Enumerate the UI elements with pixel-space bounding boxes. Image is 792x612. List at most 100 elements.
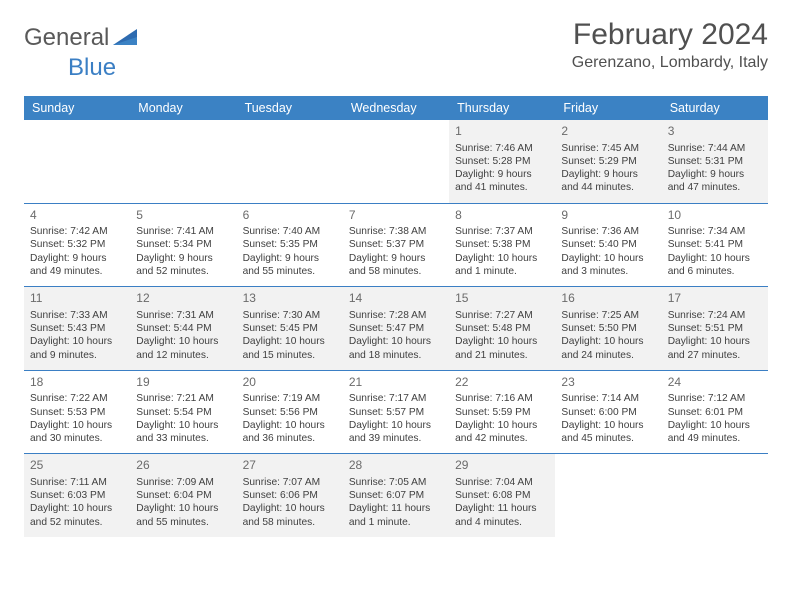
- sunrise-text: Sunrise: 7:16 AM: [455, 392, 549, 405]
- sunrise-text: Sunrise: 7:07 AM: [243, 476, 337, 489]
- calendar-day: 2Sunrise: 7:45 AMSunset: 5:29 PMDaylight…: [555, 120, 661, 203]
- calendar-day: 23Sunrise: 7:14 AMSunset: 6:00 PMDayligh…: [555, 370, 661, 454]
- day-number: 20: [243, 375, 337, 391]
- daylight-text: Daylight: 10 hours and 45 minutes.: [561, 419, 655, 446]
- day-number: 11: [30, 291, 124, 307]
- sunrise-text: Sunrise: 7:34 AM: [668, 225, 762, 238]
- calendar-day: 18Sunrise: 7:22 AMSunset: 5:53 PMDayligh…: [24, 370, 130, 454]
- sunrise-text: Sunrise: 7:14 AM: [561, 392, 655, 405]
- day-number: 10: [668, 208, 762, 224]
- sunset-text: Sunset: 5:32 PM: [30, 238, 124, 251]
- sunrise-text: Sunrise: 7:27 AM: [455, 309, 549, 322]
- calendar-day: 19Sunrise: 7:21 AMSunset: 5:54 PMDayligh…: [130, 370, 236, 454]
- day-number: 22: [455, 375, 549, 391]
- sunset-text: Sunset: 6:04 PM: [136, 489, 230, 502]
- calendar-table: SundayMondayTuesdayWednesdayThursdayFrid…: [24, 96, 768, 537]
- calendar-week: 4Sunrise: 7:42 AMSunset: 5:32 PMDaylight…: [24, 203, 768, 287]
- day-header: Thursday: [449, 96, 555, 120]
- day-header: Monday: [130, 96, 236, 120]
- calendar-day: 22Sunrise: 7:16 AMSunset: 5:59 PMDayligh…: [449, 370, 555, 454]
- sunset-text: Sunset: 5:56 PM: [243, 406, 337, 419]
- sunset-text: Sunset: 5:47 PM: [349, 322, 443, 335]
- calendar-day: 16Sunrise: 7:25 AMSunset: 5:50 PMDayligh…: [555, 287, 661, 371]
- daylight-text: Daylight: 10 hours and 42 minutes.: [455, 419, 549, 446]
- day-number: 12: [136, 291, 230, 307]
- day-number: 8: [455, 208, 549, 224]
- daylight-text: Daylight: 10 hours and 49 minutes.: [668, 419, 762, 446]
- day-number: 9: [561, 208, 655, 224]
- calendar-day: 8Sunrise: 7:37 AMSunset: 5:38 PMDaylight…: [449, 203, 555, 287]
- daylight-text: Daylight: 10 hours and 58 minutes.: [243, 502, 337, 529]
- daylight-text: Daylight: 10 hours and 6 minutes.: [668, 252, 762, 279]
- sunrise-text: Sunrise: 7:37 AM: [455, 225, 549, 238]
- sunrise-text: Sunrise: 7:09 AM: [136, 476, 230, 489]
- sunset-text: Sunset: 5:41 PM: [668, 238, 762, 251]
- daylight-text: Daylight: 9 hours and 55 minutes.: [243, 252, 337, 279]
- calendar-day: 21Sunrise: 7:17 AMSunset: 5:57 PMDayligh…: [343, 370, 449, 454]
- calendar-week: 25Sunrise: 7:11 AMSunset: 6:03 PMDayligh…: [24, 454, 768, 537]
- calendar-day: 11Sunrise: 7:33 AMSunset: 5:43 PMDayligh…: [24, 287, 130, 371]
- sunrise-text: Sunrise: 7:46 AM: [455, 142, 549, 155]
- daylight-text: Daylight: 10 hours and 39 minutes.: [349, 419, 443, 446]
- calendar-day: 12Sunrise: 7:31 AMSunset: 5:44 PMDayligh…: [130, 287, 236, 371]
- sunrise-text: Sunrise: 7:19 AM: [243, 392, 337, 405]
- day-number: 24: [668, 375, 762, 391]
- sunrise-text: Sunrise: 7:44 AM: [668, 142, 762, 155]
- daylight-text: Daylight: 11 hours and 4 minutes.: [455, 502, 549, 529]
- sunset-text: Sunset: 5:35 PM: [243, 238, 337, 251]
- sunset-text: Sunset: 5:59 PM: [455, 406, 549, 419]
- day-header: Wednesday: [343, 96, 449, 120]
- day-header: Friday: [555, 96, 661, 120]
- daylight-text: Daylight: 9 hours and 41 minutes.: [455, 168, 549, 195]
- day-number: 13: [243, 291, 337, 307]
- sunrise-text: Sunrise: 7:05 AM: [349, 476, 443, 489]
- day-number: 26: [136, 458, 230, 474]
- sunrise-text: Sunrise: 7:11 AM: [30, 476, 124, 489]
- daylight-text: Daylight: 10 hours and 24 minutes.: [561, 335, 655, 362]
- sunrise-text: Sunrise: 7:36 AM: [561, 225, 655, 238]
- day-number: 23: [561, 375, 655, 391]
- day-number: 15: [455, 291, 549, 307]
- calendar-day: 4Sunrise: 7:42 AMSunset: 5:32 PMDaylight…: [24, 203, 130, 287]
- sunrise-text: Sunrise: 7:12 AM: [668, 392, 762, 405]
- sunset-text: Sunset: 5:45 PM: [243, 322, 337, 335]
- day-number: 7: [349, 208, 443, 224]
- calendar-empty: [130, 120, 236, 203]
- calendar-day: 5Sunrise: 7:41 AMSunset: 5:34 PMDaylight…: [130, 203, 236, 287]
- daylight-text: Daylight: 10 hours and 1 minute.: [455, 252, 549, 279]
- daylight-text: Daylight: 10 hours and 15 minutes.: [243, 335, 337, 362]
- daylight-text: Daylight: 10 hours and 21 minutes.: [455, 335, 549, 362]
- daylight-text: Daylight: 10 hours and 9 minutes.: [30, 335, 124, 362]
- calendar-day: 25Sunrise: 7:11 AMSunset: 6:03 PMDayligh…: [24, 454, 130, 537]
- day-number: 2: [561, 124, 655, 140]
- daylight-text: Daylight: 11 hours and 1 minute.: [349, 502, 443, 529]
- sunset-text: Sunset: 5:43 PM: [30, 322, 124, 335]
- calendar-day: 26Sunrise: 7:09 AMSunset: 6:04 PMDayligh…: [130, 454, 236, 537]
- calendar-day: 29Sunrise: 7:04 AMSunset: 6:08 PMDayligh…: [449, 454, 555, 537]
- sunrise-text: Sunrise: 7:40 AM: [243, 225, 337, 238]
- sunset-text: Sunset: 5:40 PM: [561, 238, 655, 251]
- calendar-week: 1Sunrise: 7:46 AMSunset: 5:28 PMDaylight…: [24, 120, 768, 203]
- day-number: 28: [349, 458, 443, 474]
- calendar-day: 24Sunrise: 7:12 AMSunset: 6:01 PMDayligh…: [662, 370, 768, 454]
- calendar-day: 13 Sunrise: 7:30 AMSunset: 5:45 PMDayligh…: [237, 287, 343, 371]
- sunset-text: Sunset: 5:34 PM: [136, 238, 230, 251]
- day-number: 18: [30, 375, 124, 391]
- daylight-text: Daylight: 9 hours and 47 minutes.: [668, 168, 762, 195]
- sunrise-text: Sunrise: 7:25 AM: [561, 309, 655, 322]
- sunset-text: Sunset: 5:37 PM: [349, 238, 443, 251]
- calendar-empty: [343, 120, 449, 203]
- day-number: 25: [30, 458, 124, 474]
- sunrise-text: Sunrise: 7:30 AM: [243, 309, 337, 322]
- sunrise-text: Sunrise: 7:22 AM: [30, 392, 124, 405]
- sunrise-text: Sunrise: 7:17 AM: [349, 392, 443, 405]
- day-number: 4: [30, 208, 124, 224]
- month-title: February 2024: [572, 18, 768, 52]
- day-number: 29: [455, 458, 549, 474]
- sunset-text: Sunset: 5:38 PM: [455, 238, 549, 251]
- sunrise-text: Sunrise: 7:38 AM: [349, 225, 443, 238]
- calendar-day: 9Sunrise: 7:36 AMSunset: 5:40 PMDaylight…: [555, 203, 661, 287]
- daylight-text: Daylight: 9 hours and 49 minutes.: [30, 252, 124, 279]
- calendar-empty: [24, 120, 130, 203]
- sunset-text: Sunset: 5:50 PM: [561, 322, 655, 335]
